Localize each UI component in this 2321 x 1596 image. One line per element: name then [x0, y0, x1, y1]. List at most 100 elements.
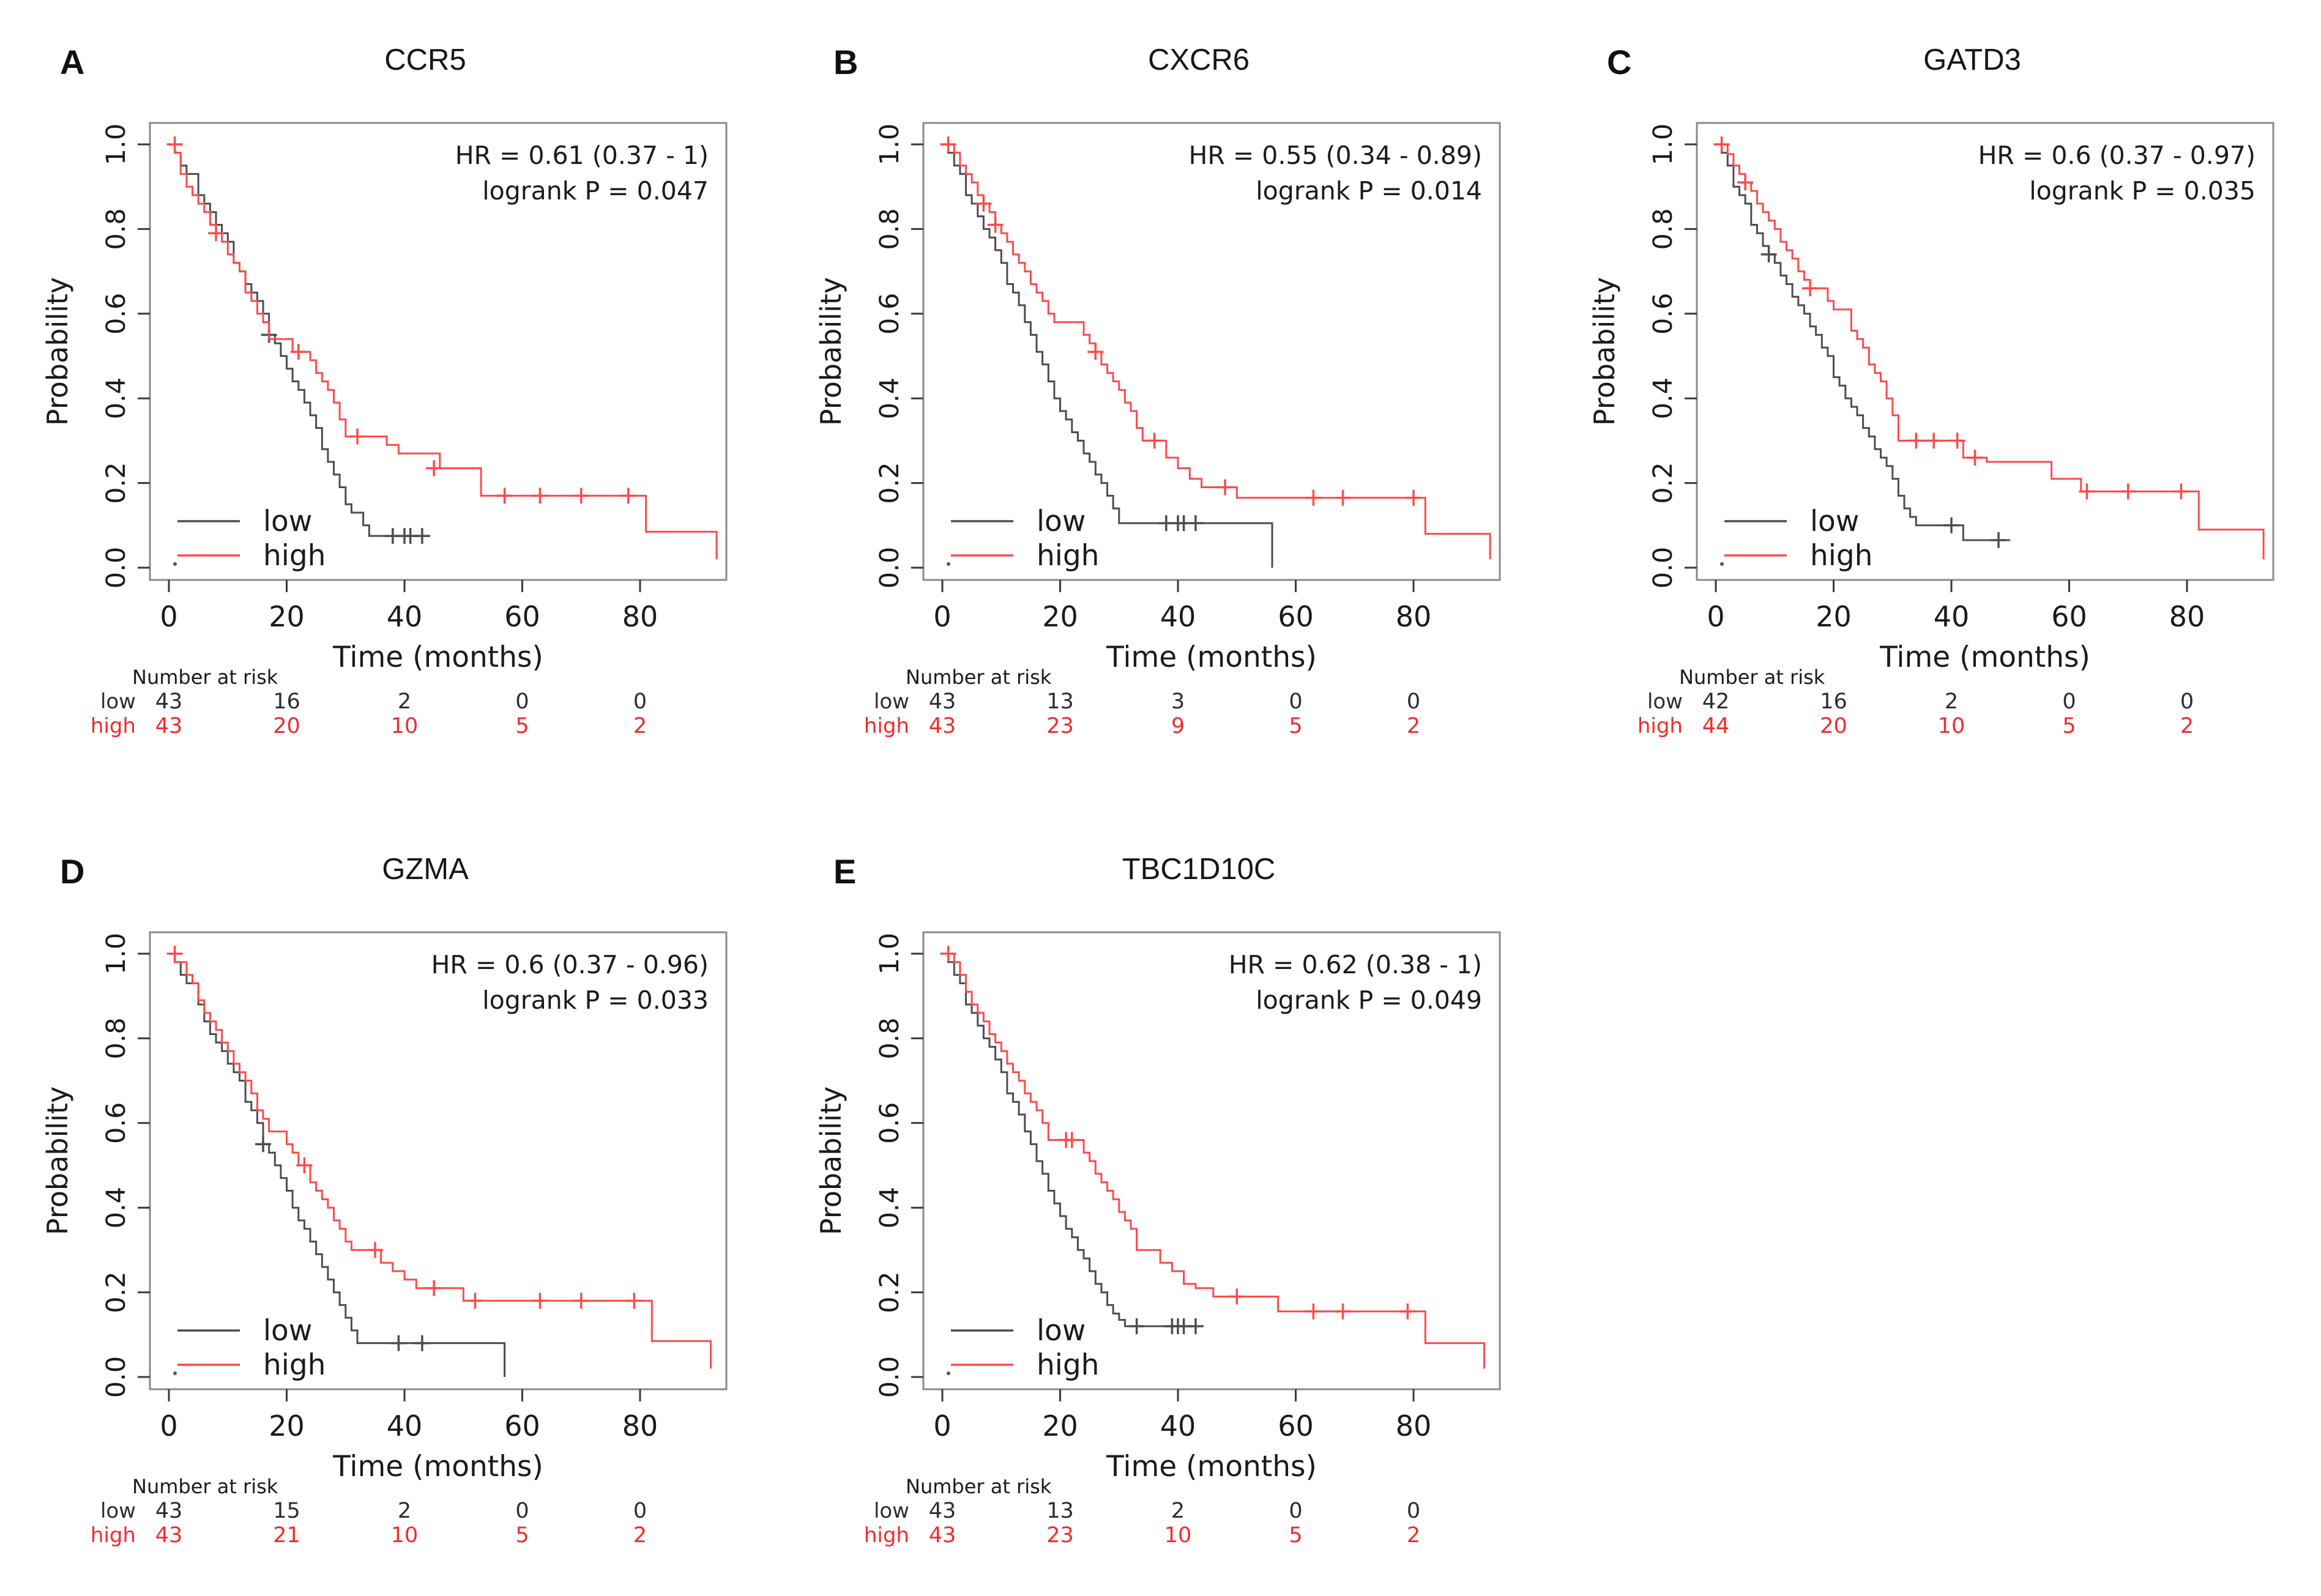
risk-value-high: 2	[1407, 1523, 1420, 1548]
censor-mark-high	[1802, 280, 1818, 297]
censor-mark-high	[1967, 450, 1983, 466]
y-tick-label: 1.0	[101, 933, 132, 974]
plot-frame	[922, 122, 1501, 581]
x-axis-label: Time (months)	[1879, 640, 2090, 674]
panel-letter: A	[60, 43, 85, 81]
censor-mark-low	[255, 1136, 271, 1152]
risk-value-low: 43	[155, 689, 183, 714]
x-tick-label: 0	[933, 600, 951, 633]
risk-value-high: 2	[2180, 714, 2194, 738]
legend-label-high: high	[1037, 1348, 1099, 1382]
km-curve-low	[942, 952, 1202, 1327]
censor-mark-high	[626, 1293, 643, 1309]
number-at-risk-header: Number at risk	[906, 666, 1052, 689]
censor-mark-low	[1943, 517, 1959, 533]
number-at-risk-header: Number at risk	[906, 1475, 1052, 1498]
plot-frame	[149, 931, 728, 1390]
y-tick-label: 0.2	[1648, 462, 1678, 503]
chart-title: CCR5	[384, 43, 466, 76]
km-curve-low	[1716, 143, 2011, 541]
risk-value-high: 43	[929, 714, 956, 738]
y-tick-label: 0.8	[874, 208, 905, 250]
censor-mark-high	[166, 136, 183, 152]
y-axis-label: Probability	[814, 277, 848, 426]
x-tick-label: 20	[269, 600, 305, 633]
censor-mark-high	[1064, 1132, 1080, 1148]
risk-value-high: 10	[391, 714, 419, 738]
x-tick-label: 80	[622, 600, 658, 633]
number-at-risk-header: Number at risk	[1679, 666, 1825, 689]
x-tick-label: 80	[622, 1409, 658, 1442]
y-tick-label: 0.6	[1648, 293, 1678, 335]
risk-value-high: 44	[1702, 714, 1730, 738]
censor-mark-high	[1399, 1303, 1416, 1319]
y-tick-label: 0.2	[101, 462, 132, 503]
x-tick-label: 40	[1934, 600, 1970, 633]
y-tick-label: 0.6	[101, 293, 132, 335]
censor-mark-high	[620, 488, 636, 504]
plot-frame	[149, 122, 728, 581]
x-tick-label: 0	[160, 600, 177, 633]
legend-label-low: low	[263, 1314, 312, 1348]
x-axis-label: Time (months)	[332, 1450, 543, 1483]
censor-mark-low	[1187, 1318, 1204, 1334]
censor-mark-high	[166, 946, 183, 962]
x-tick-label: 80	[1396, 600, 1432, 633]
risk-row-label-high: high	[1637, 714, 1683, 738]
risk-value-low: 2	[398, 1499, 411, 1523]
x-axis-label: Time (months)	[332, 640, 543, 674]
panel-letter: D	[60, 852, 85, 891]
logrank-annotation: logrank P = 0.035	[2029, 176, 2256, 206]
censor-mark-high	[1406, 489, 1421, 506]
km-panel-e: E TBC1D10C 0.0 0.2 0.4 0.6 0.8 1.0 Probability…	[798, 819, 1571, 1596]
x-tick-label: 20	[269, 1409, 305, 1442]
km-panel-a: A CCR5 0.0 0.2 0.4 0.6 0.8 1.0 Probability 0 20 4…	[24, 10, 798, 787]
logrank-annotation: logrank P = 0.047	[482, 176, 709, 206]
censor-mark-low	[414, 528, 430, 544]
risk-value-low: 16	[273, 689, 300, 714]
empty-cell	[1547, 809, 2320, 1586]
risk-value-low: 43	[155, 1499, 183, 1523]
panel-letter: E	[833, 852, 857, 891]
censor-mark-high	[975, 195, 992, 212]
y-tick-label: 0.4	[101, 377, 132, 419]
risk-value-low: 0	[1289, 1499, 1302, 1523]
y-tick-label: 0.0	[101, 547, 132, 588]
y-tick-label: 0.4	[101, 1187, 132, 1228]
x-tick-label: 40	[1160, 600, 1196, 633]
y-axis-label: Probability	[1588, 277, 1621, 426]
risk-value-low: 15	[273, 1499, 300, 1523]
censor-mark-high	[532, 1293, 548, 1309]
censor-mark-high	[2120, 483, 2136, 500]
y-tick-label: 0.6	[101, 1102, 132, 1144]
censor-mark-low	[414, 1335, 430, 1351]
km-curve-low	[169, 952, 506, 1377]
y-tick-label: 0.2	[101, 1271, 132, 1313]
y-axis-label: Probability	[41, 1086, 74, 1235]
censor-mark-high	[1217, 479, 1233, 496]
risk-value-high: 2	[1407, 714, 1420, 738]
legend-label-low: low	[263, 505, 312, 538]
y-tick-label: 1.0	[101, 124, 132, 165]
censor-mark-high	[1335, 489, 1351, 506]
x-tick-label: 20	[1816, 600, 1852, 633]
censor-mark-high	[367, 1242, 383, 1258]
y-axis-label: Probability	[814, 1086, 848, 1235]
risk-value-high: 2	[633, 1523, 647, 1548]
risk-value-high: 5	[515, 714, 529, 738]
censor-mark-high	[940, 136, 956, 152]
risk-value-low: 13	[1046, 1499, 1074, 1523]
legend-label-high: high	[1037, 539, 1099, 573]
km-curve-high	[169, 952, 712, 1369]
km-panel-d: D GZMA 0.0 0.2 0.4 0.6 0.8 1.0 Probability 0 20 4…	[24, 819, 798, 1596]
risk-value-low: 0	[1289, 689, 1302, 714]
x-tick-label: 60	[504, 1409, 540, 1442]
y-tick-label: 0.2	[874, 462, 905, 503]
hr-annotation: HR = 0.62 (0.38 - 1)	[1229, 950, 1482, 979]
number-at-risk-header: Number at risk	[132, 666, 278, 689]
legend-label-high: high	[263, 539, 326, 573]
